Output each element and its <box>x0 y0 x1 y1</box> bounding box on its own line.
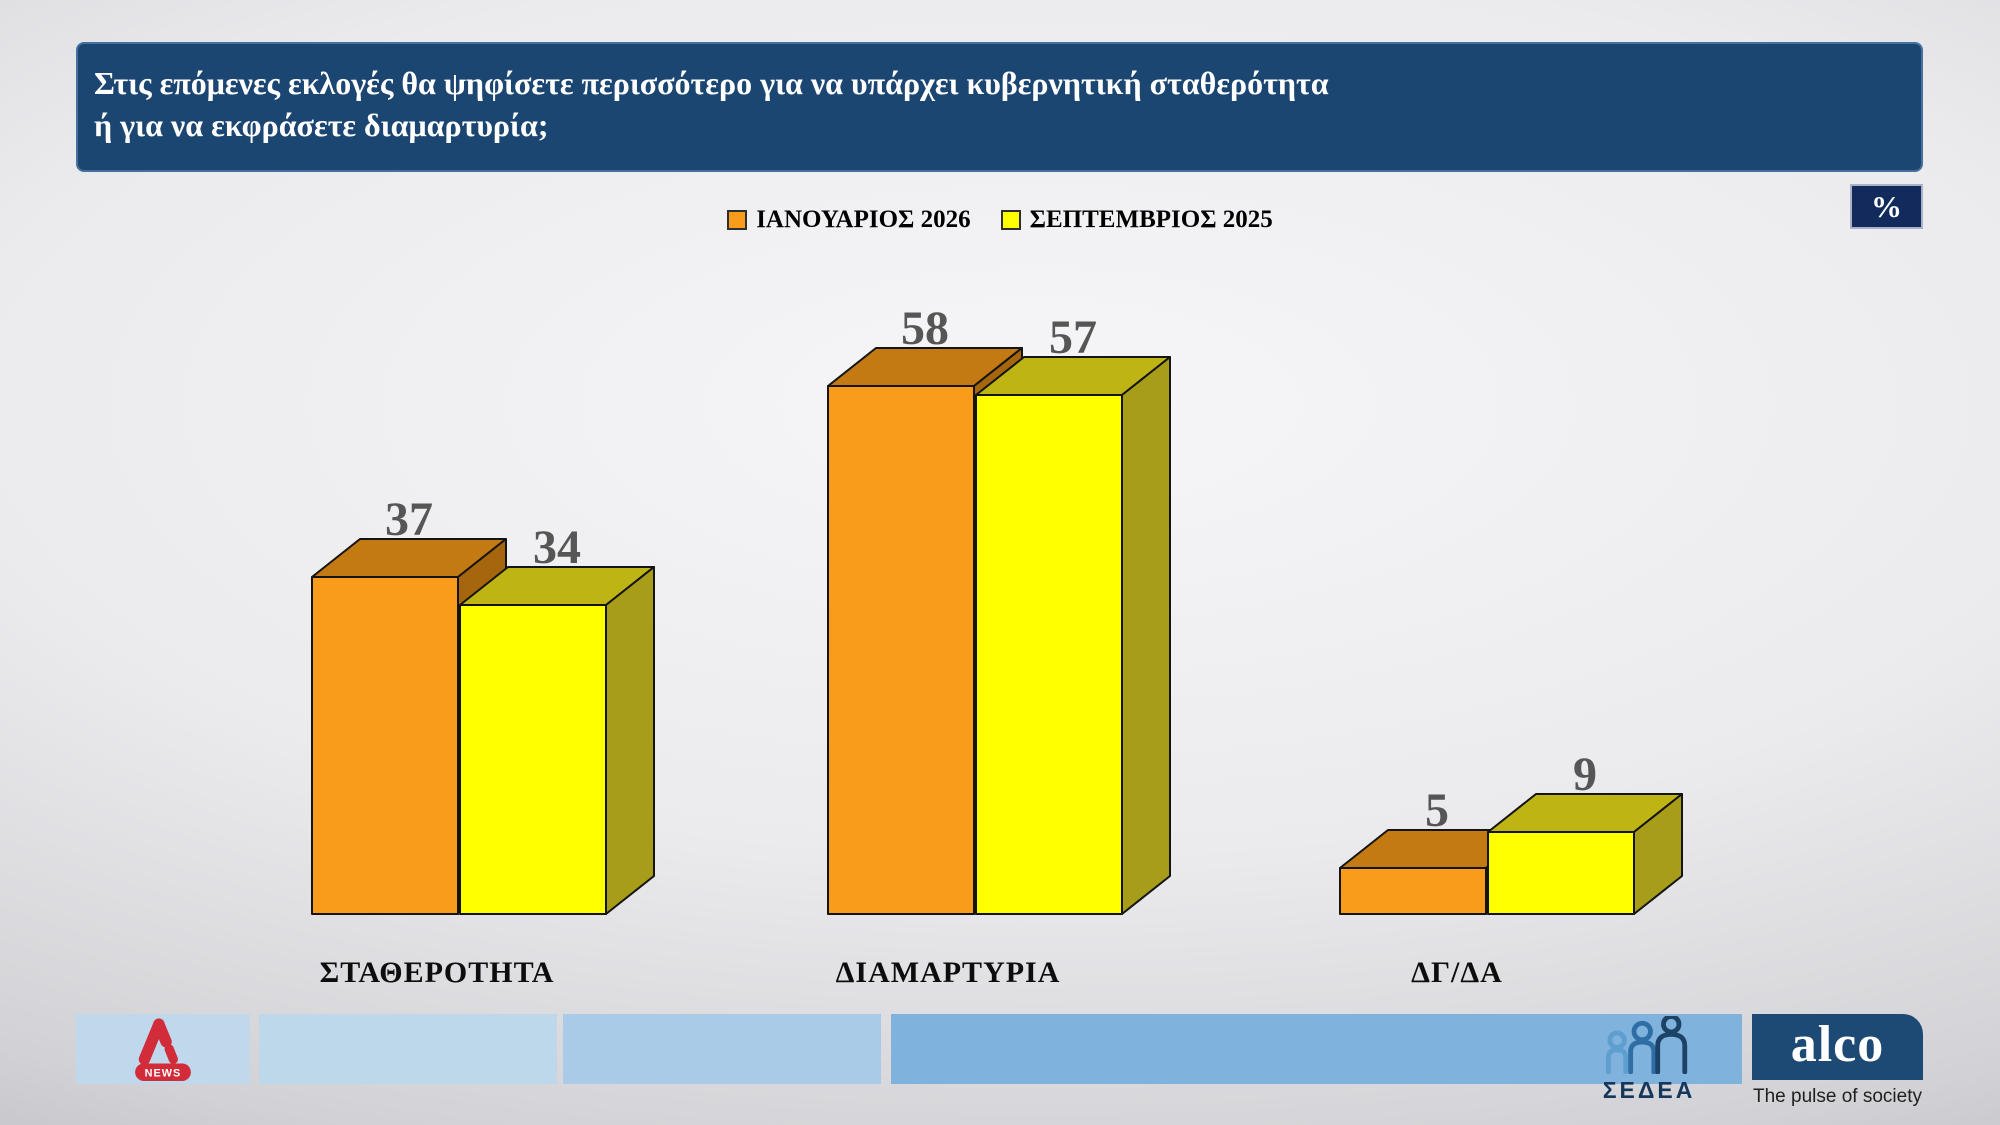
legend-swatch-yellow-icon <box>1000 210 1021 230</box>
alpha-a-right-stroke <box>164 1044 178 1064</box>
alco-wordmark: alco <box>1790 1016 1885 1073</box>
bar-1-sep2025-top-face <box>975 356 1171 396</box>
legend: ΙΑΝΟΥΑΡΙΟΣ 2026 ΣΕΠΤΕΜΒΡΙΟΣ 2025 <box>0 206 2000 234</box>
question-title-box: Στις επόμενες εκλογές θα ψηφίσετε περισσ… <box>76 42 1923 172</box>
legend-item-sep2025: ΣΕΠΤΕΜΒΡΙΟΣ 2025 <box>1000 206 1273 234</box>
bar-2-sep2025-side-face <box>1633 793 1683 915</box>
alpha-a-top-stroke <box>153 1018 172 1048</box>
alpha-news-logo: NEWS <box>135 1018 191 1081</box>
alco-logo: alco The pulse of society <box>1752 1014 1923 1108</box>
bar-0-sep2025-side-face <box>605 566 655 915</box>
legend-label-sep2025: ΣΕΠΤΕΜΒΡΙΟΣ 2025 <box>1029 206 1273 233</box>
bar-0-sep2025-value-label: 34 <box>533 521 581 574</box>
bar-1-jan2026-top-face <box>827 347 1023 387</box>
sedea-people-icon <box>1605 1014 1688 1075</box>
bar-1-sep2025-front-face <box>975 394 1123 915</box>
question-title-line1: Στις επόμενες εκλογές θα ψηφίσετε περισσ… <box>94 65 1329 101</box>
bar-1-jan2026-front-face <box>827 385 975 915</box>
bar-1-sep2025-value-label: 57 <box>1049 311 1097 364</box>
percent-badge: % <box>1850 184 1923 229</box>
alpha-news-logo-box: NEWS <box>76 1014 250 1084</box>
bar-0-jan2026-top-face <box>311 538 507 578</box>
sedea-logo: ΣΕΔΕΑ <box>1594 1014 1704 1104</box>
alpha-news-pill <box>135 1063 191 1081</box>
alco-logo-box: alco <box>1752 1014 1923 1080</box>
bar-1-jan2026-value-label: 58 <box>901 302 949 355</box>
bar-2-jan2026-side-face <box>1485 829 1535 915</box>
category-label-stability: ΣΤΑΘΕΡΟΤΗΤΑ <box>319 956 555 989</box>
category-label-protest: ΔΙΑΜΑΡΤΥΡΙΑ <box>835 956 1061 989</box>
bar-2-jan2026-value-label: 5 <box>1425 784 1449 837</box>
footer-band-main: ΣΕΔΕΑ <box>891 1014 1742 1103</box>
alpha-news-pill-label: NEWS <box>145 1067 182 1079</box>
bar-2-sep2025-front-face <box>1487 831 1635 915</box>
footer-band-segment-2 <box>259 1014 557 1084</box>
legend-swatch-orange-icon <box>727 210 748 230</box>
bar-1-jan2026-side-face <box>973 347 1023 915</box>
bar-1-sep2025-side-face <box>1121 356 1171 915</box>
bar-0-jan2026-front-face <box>311 576 459 915</box>
footer-band-segment-3 <box>563 1014 881 1084</box>
bar-2-jan2026-front-face <box>1339 867 1487 915</box>
legend-label-jan2026: ΙΑΝΟΥΑΡΙΟΣ 2026 <box>756 206 971 233</box>
bar-0-sep2025-top-face <box>459 566 655 606</box>
sedea-wordmark: ΣΕΔΕΑ <box>1602 1077 1696 1103</box>
bar-0-sep2025-front-face <box>459 604 607 915</box>
bar-0-jan2026-value-label: 37 <box>385 493 433 546</box>
legend-item-jan2026: ΙΑΝΟΥΑΡΙΟΣ 2026 <box>727 206 971 234</box>
question-title-line2: ή για να εκφράσετε διαμαρτυρία; <box>94 107 549 143</box>
bar-2-sep2025-top-face <box>1487 793 1683 833</box>
category-label-dkda: ΔΓ/ΔΑ <box>1411 956 1503 989</box>
bar-0-jan2026-side-face <box>457 538 507 915</box>
bar-2-jan2026-top-face <box>1339 829 1535 869</box>
bar-2-sep2025-value-label: 9 <box>1573 748 1597 801</box>
alco-tagline: The pulse of society <box>1753 1086 1922 1107</box>
